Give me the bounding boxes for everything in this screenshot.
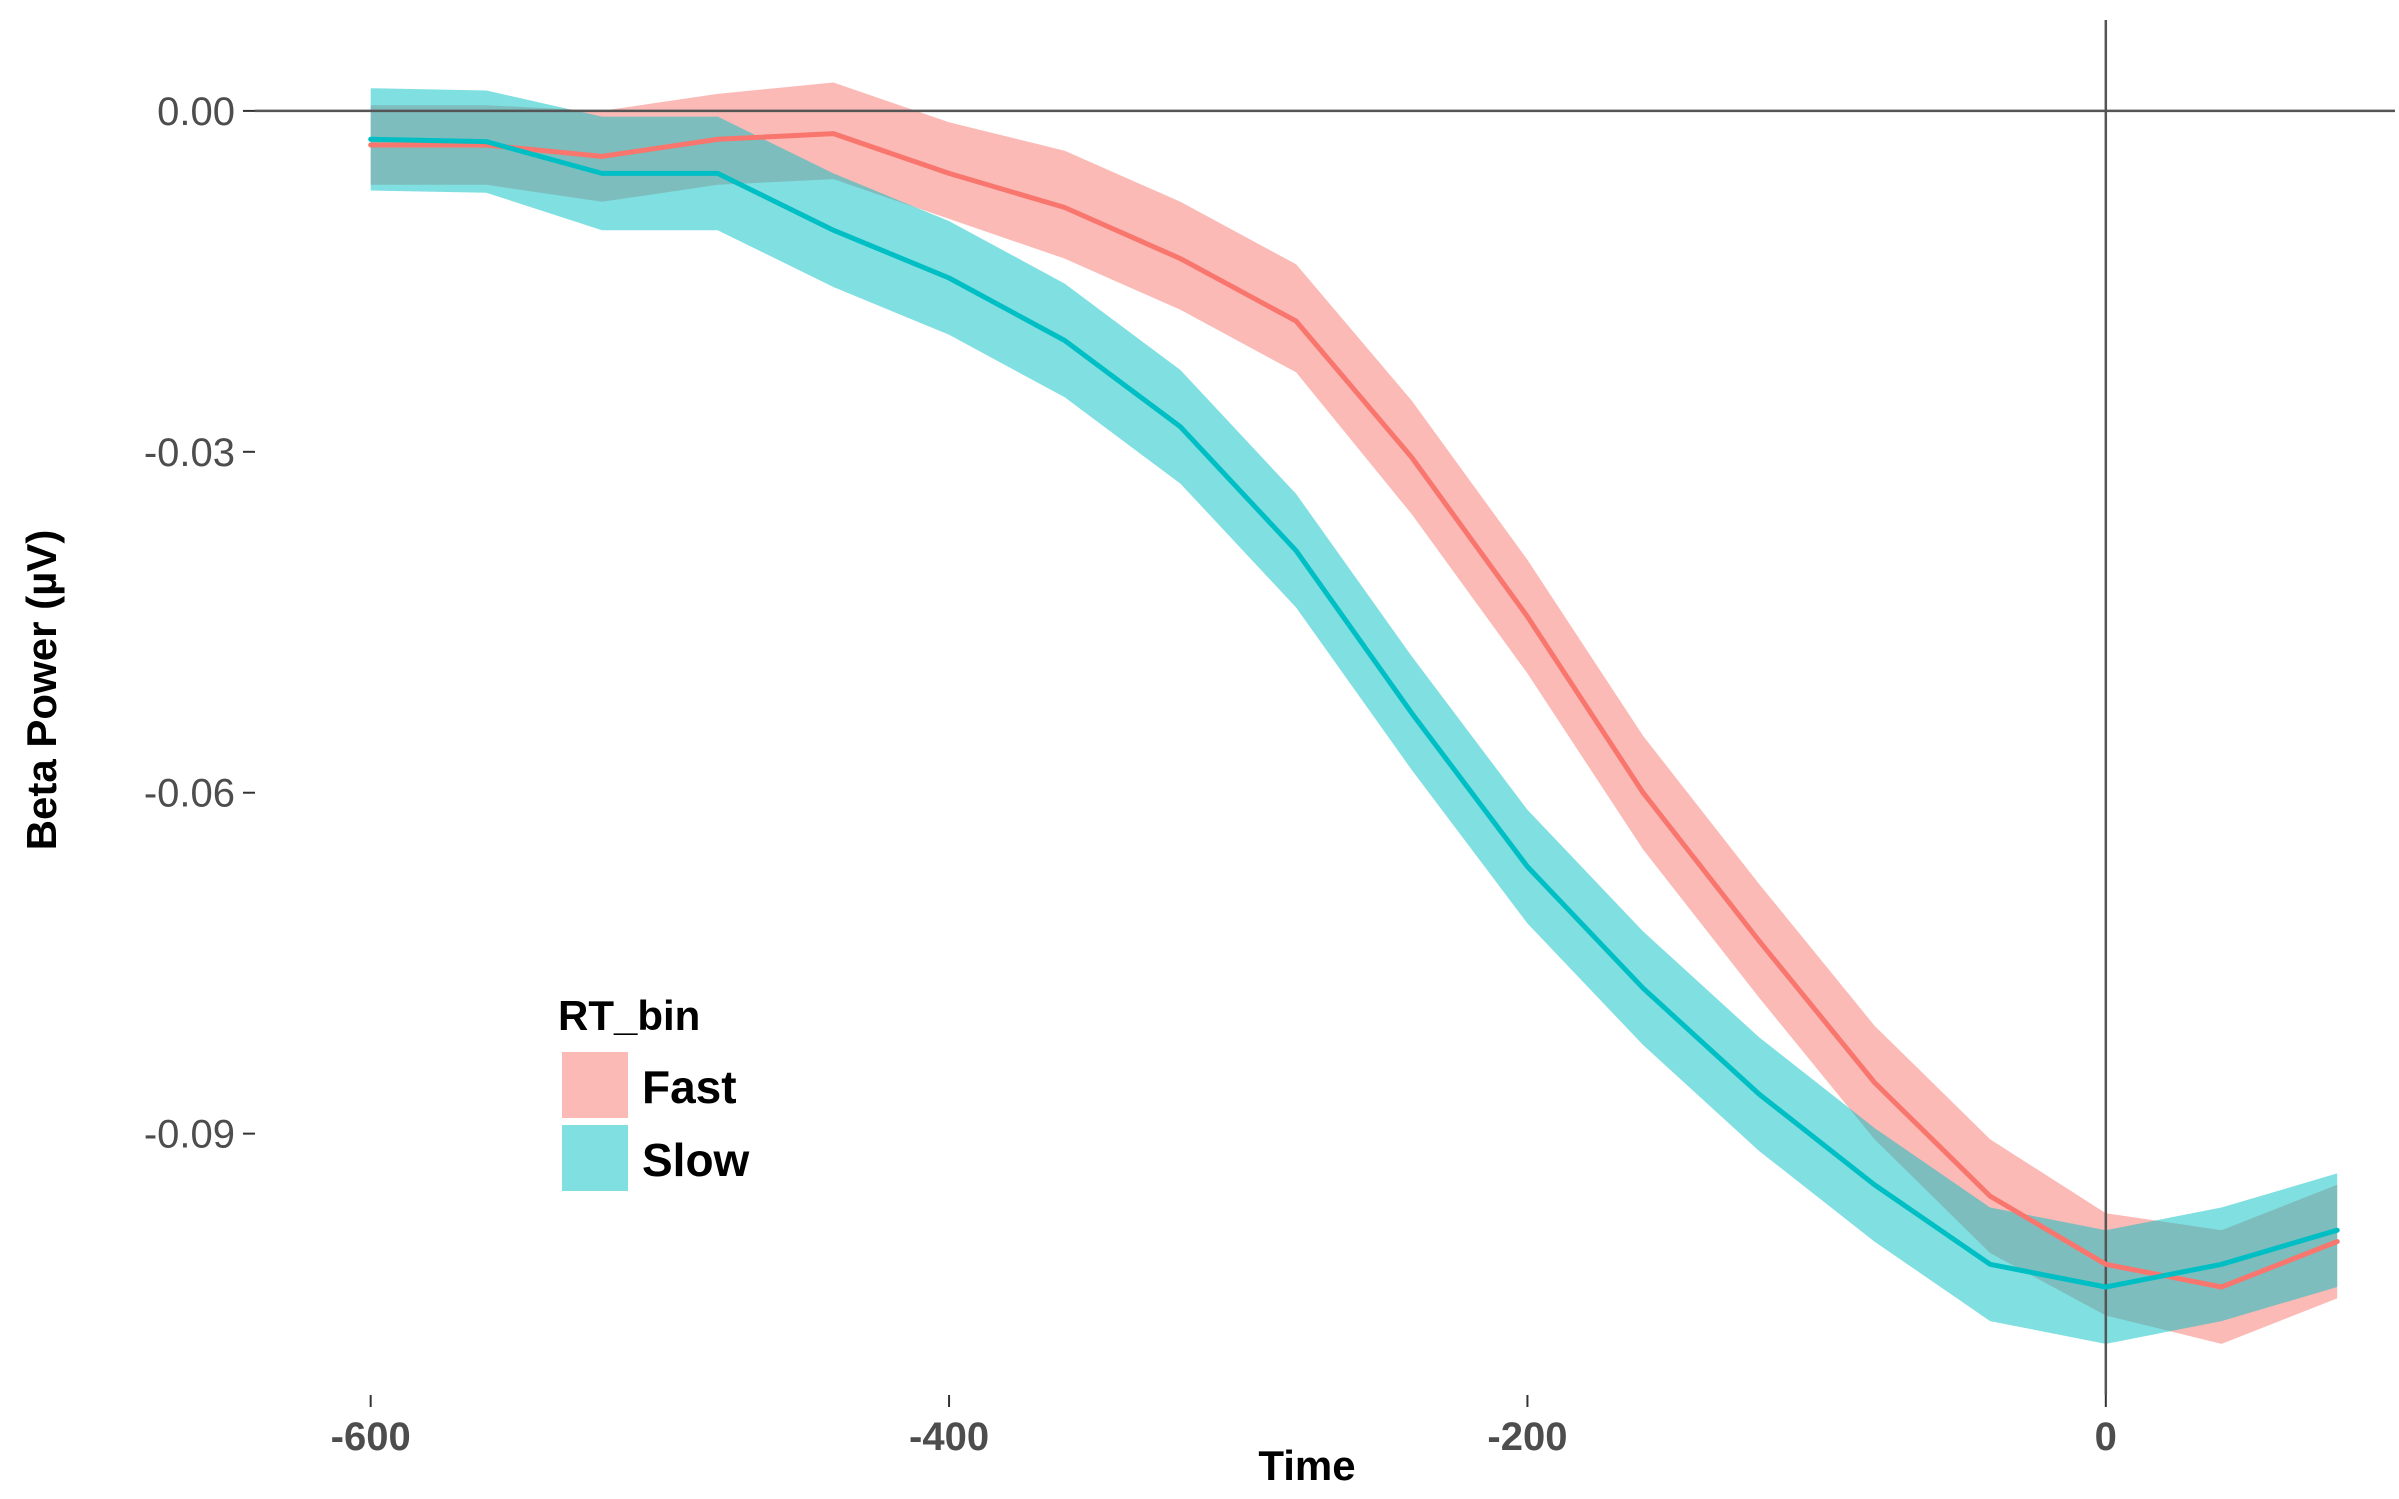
series-lines (368, 131, 2340, 1290)
series-line-slow (368, 136, 2340, 1290)
legend-key-fast (562, 1052, 628, 1118)
ribbon-slow (370, 88, 2338, 1344)
legend-title: RT_bin (558, 992, 700, 1039)
legend-label-slow: Slow (642, 1134, 750, 1186)
y-tick-label: -0.09 (144, 1113, 235, 1157)
x-axis: -600 -400 -200 0 (331, 1395, 2117, 1459)
ribbon-fast (370, 82, 2338, 1344)
x-tick-label: 0 (2095, 1415, 2117, 1459)
y-tick-label: -0.06 (144, 772, 235, 816)
legend: RT_bin Fast Slow (558, 992, 750, 1191)
x-tick-label: -400 (909, 1415, 989, 1459)
x-tick-label: -200 (1487, 1415, 1567, 1459)
reference-lines (255, 20, 2395, 1395)
y-axis: 0.00 -0.03 -0.06 -0.09 (144, 90, 255, 1157)
series-line-fast (368, 131, 2340, 1290)
y-tick-label: -0.03 (144, 431, 235, 475)
x-axis-title: Time (1258, 1442, 1355, 1489)
y-tick-label: 0.00 (157, 90, 235, 134)
ribbons (370, 82, 2338, 1344)
y-axis-title: Beta Power (µV) (18, 530, 65, 851)
legend-label-fast: Fast (642, 1061, 737, 1113)
x-tick-label: -600 (331, 1415, 411, 1459)
legend-key-slow (562, 1125, 628, 1191)
